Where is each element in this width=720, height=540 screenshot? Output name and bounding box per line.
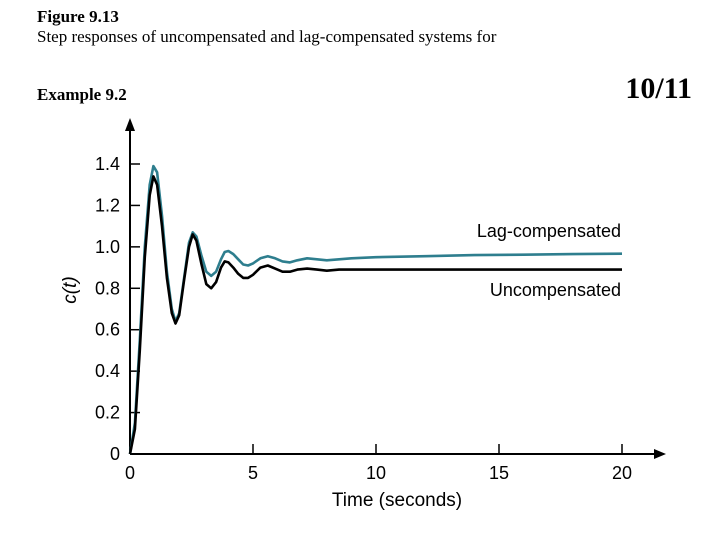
y-ticks: 0 0.2 0.4 0.6 0.8 1.0 1.2 1.4: [95, 154, 140, 464]
lag-compensated-label: Lag-compensated: [477, 221, 621, 241]
y-axis-arrow: [125, 118, 135, 131]
x-tick-label: 10: [366, 463, 386, 483]
uncompensated-label: Uncompensated: [490, 280, 621, 300]
x-ticks: 0 5 10 15 20: [125, 444, 632, 483]
figure-label: Figure 9.13: [37, 7, 119, 26]
x-axis-arrow: [654, 449, 666, 459]
x-tick-label: 5: [248, 463, 258, 483]
y-tick-label: 1.0: [95, 237, 120, 257]
series-line-uncompensated: [128, 175, 622, 455]
y-tick-label: 0: [110, 444, 120, 464]
y-tick-label: 0.8: [95, 278, 120, 298]
series-line-lag-compensated: [128, 164, 623, 455]
y-tick-label: 0.4: [95, 361, 120, 381]
x-tick-label: 20: [612, 463, 632, 483]
series-layer: [128, 164, 623, 455]
x-axis-label: Time (seconds): [332, 490, 462, 511]
x-tick-label: 0: [125, 463, 135, 483]
y-axis-label: c(t): [60, 276, 81, 303]
y-tick-label: 1.4: [95, 154, 120, 174]
y-tick-label: 1.2: [95, 195, 120, 215]
axes: [125, 118, 666, 459]
y-tick-label: 0.6: [95, 320, 120, 340]
example-label: Example 9.2: [37, 85, 127, 104]
page-number: 10/11: [625, 72, 692, 105]
figure-caption: Step responses of uncompensated and lag-…: [37, 27, 497, 46]
x-tick-label: 15: [489, 463, 509, 483]
y-tick-label: 0.2: [95, 403, 120, 423]
